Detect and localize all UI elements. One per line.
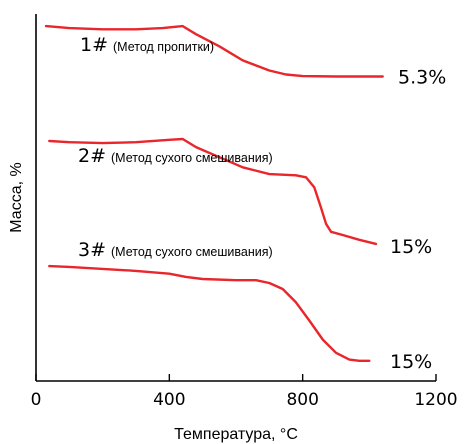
series-3: 3# (Метод сухого смешивания) 15% bbox=[48, 239, 432, 373]
series-method-2: (Метод сухого смешивания) bbox=[111, 151, 273, 165]
x-tick-label-400: 400 bbox=[153, 390, 185, 410]
x-tick-label-1200: 1200 bbox=[414, 390, 457, 410]
x-tick-label-800: 800 bbox=[286, 390, 318, 410]
series-id-1: 1# bbox=[80, 34, 108, 56]
series-method-1: (Метод пропитки) bbox=[113, 40, 214, 54]
series-end-label-3: 15% bbox=[390, 351, 432, 373]
series-line-3 bbox=[48, 264, 371, 362]
series-end-label-1: 5.3% bbox=[398, 67, 446, 89]
series-method-3: (Метод сухого смешивания) bbox=[111, 245, 273, 259]
series-end-label-2: 15% bbox=[390, 236, 432, 258]
series-label-3: 3# (Метод сухого смешивания) bbox=[78, 239, 273, 261]
series-line-2 bbox=[48, 137, 378, 246]
series-label-2: 2# (Метод сухого смешивания) bbox=[78, 145, 273, 167]
series-id-2: 2# bbox=[78, 145, 106, 167]
series-id-3: 3# bbox=[78, 239, 106, 261]
x-ticks: 0 400 800 1200 bbox=[31, 374, 458, 410]
x-tick-label-0: 0 bbox=[31, 390, 42, 410]
series-label-1: 1# (Метод пропитки) bbox=[80, 34, 214, 56]
series-1: 1# (Метод пропитки) 5.3% bbox=[44, 24, 446, 89]
series-line-1 bbox=[44, 24, 384, 78]
y-axis-title: Масса, % bbox=[8, 162, 25, 232]
axes bbox=[35, 14, 436, 382]
series-group: 1# (Метод пропитки) 5.3% 2# (Метод сухого см… bbox=[44, 24, 446, 373]
x-axis-title: Температура, °C bbox=[174, 426, 298, 443]
series-2: 2# (Метод сухого смешивания) 15% bbox=[48, 137, 432, 258]
